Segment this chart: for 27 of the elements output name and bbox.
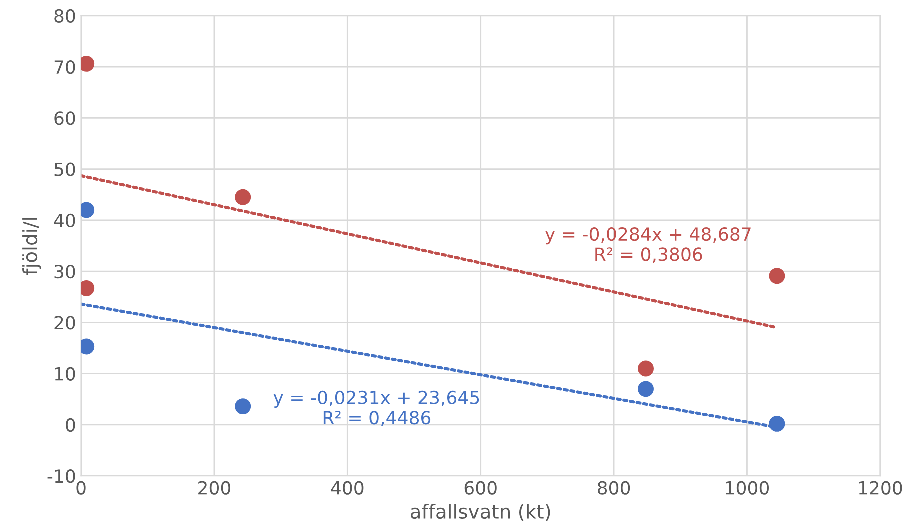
- point: [235, 398, 252, 415]
- x-tick-label: 400: [331, 481, 364, 495]
- annotation: y = -0,0231x + 23,645 R² = 0,4486: [274, 390, 480, 427]
- x-tick-label: 1000: [726, 481, 770, 495]
- x-axis-title: affallsvatn (kt): [410, 504, 550, 522]
- point: [638, 360, 654, 377]
- y-tick-label: 0: [66, 418, 76, 432]
- y-tick-label: 60: [54, 112, 76, 126]
- y-tick-label: 40: [54, 214, 76, 228]
- y-axis-title: fjöldi/l: [22, 218, 42, 276]
- y-tick-label: 30: [54, 265, 76, 279]
- y-tick-label: 70: [54, 60, 76, 74]
- y-tick-label: 50: [54, 162, 76, 176]
- annotation: y = -0,0284x + 48,687 R² = 0,3806: [545, 227, 751, 264]
- x-tick-label: 200: [198, 481, 230, 495]
- x-tick-label: 600: [464, 481, 497, 495]
- y-tick-label: 20: [54, 316, 76, 330]
- x-tick-label: 1200: [859, 481, 902, 495]
- point: [235, 189, 252, 206]
- y-tick-label: 10: [55, 367, 76, 381]
- y-tick-label: 80: [54, 9, 76, 23]
- x-tick-label: 0: [76, 481, 86, 495]
- x-tick-label: 800: [598, 481, 630, 495]
- point: [638, 381, 654, 398]
- y-tick-label: -10: [48, 470, 76, 484]
- point: [769, 268, 786, 284]
- point: [769, 416, 786, 432]
